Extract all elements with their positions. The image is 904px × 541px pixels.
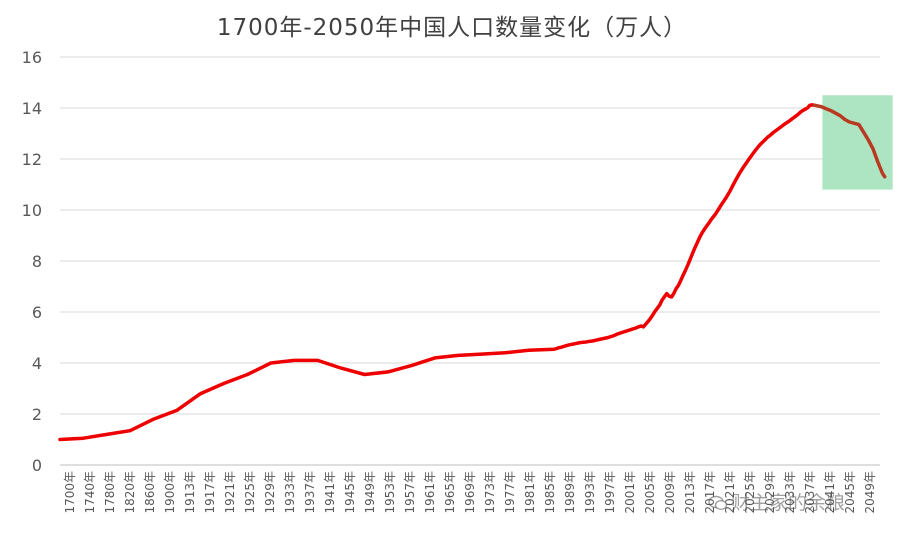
- y-tick-label: 2: [32, 405, 42, 424]
- x-tick-label: 1981年: [523, 471, 537, 514]
- x-tick-label: 1860年: [143, 471, 157, 514]
- x-tick-label: 1941年: [323, 471, 337, 514]
- x-tick-label: 1937年: [303, 471, 317, 514]
- x-tick-label: 1993年: [583, 471, 597, 514]
- x-axis: 1700年 1740年 1780年 1820年 1860年 1900年 1913年 1917年…: [60, 464, 880, 514]
- y-tick-label: 6: [32, 303, 42, 322]
- x-tick-label: 2045年: [843, 471, 857, 514]
- y-tick-label: 0: [32, 456, 42, 475]
- y-tick-label: 8: [32, 252, 42, 271]
- series-lines: [58, 103, 887, 442]
- x-tick-label: 1965年: [443, 471, 457, 514]
- x-tick-label: 1925年: [243, 471, 257, 514]
- x-tick-label: 1933年: [283, 471, 297, 514]
- y-tick-label: 10: [22, 201, 42, 220]
- x-tick-label: 1929年: [263, 471, 277, 514]
- x-tick-label: 2005年: [643, 471, 657, 514]
- y-axis: 0 2 4 6 8 10 12 14 16: [22, 48, 42, 475]
- x-tick-label: 1900年: [163, 471, 177, 514]
- x-tick-label: 1917年: [203, 471, 217, 514]
- x-tick-label: 1989年: [563, 471, 577, 514]
- x-tick-label: 1700年: [63, 471, 77, 514]
- x-tick-label: 1921年: [223, 471, 237, 514]
- x-tick-label: 1997年: [603, 471, 617, 514]
- x-tick-label: 2017年: [703, 471, 717, 514]
- wechat-icon: [708, 495, 728, 511]
- gridlines: [60, 56, 880, 466]
- x-tick-label: 1957年: [403, 471, 417, 514]
- x-tick-label: 1969年: [463, 471, 477, 514]
- watermark-text: 财主家的余粮: [731, 492, 846, 514]
- x-tick-label: 1953年: [383, 471, 397, 514]
- series-line-2: [812, 103, 887, 179]
- x-tick-label: 1820年: [123, 471, 137, 514]
- y-tick-label: 14: [22, 99, 42, 118]
- x-tick-label: 1913年: [183, 471, 197, 514]
- y-tick-label: 16: [22, 48, 42, 67]
- x-tick-label: 1740年: [83, 471, 97, 514]
- x-tick-label: 2013年: [683, 471, 697, 514]
- series-line-1: [58, 103, 817, 442]
- x-tick-label: 1949年: [363, 471, 377, 514]
- x-tick-label: 2033年: [783, 471, 797, 514]
- y-tick-label: 4: [32, 354, 42, 373]
- x-tick-label: 2041年: [823, 471, 837, 514]
- x-tick-label: 2049年: [863, 471, 877, 514]
- x-tick-label: 1977年: [503, 471, 517, 514]
- x-tick-label: 2009年: [663, 471, 677, 514]
- x-tick-label: 1961年: [423, 471, 437, 514]
- x-tick-label: 1985年: [543, 471, 557, 514]
- chart-title: 1700年-2050年中国人口数量变化（万人）: [216, 15, 688, 41]
- x-tick-label: 1780年: [103, 471, 117, 514]
- watermark: 财主家的余粮: [708, 488, 845, 515]
- x-tick-label: 1945年: [343, 471, 357, 514]
- x-tick-label: 1973年: [483, 471, 497, 514]
- x-tick-label: 2037年: [803, 471, 817, 514]
- x-tick-label: 2029年: [763, 471, 777, 514]
- y-tick-label: 12: [22, 150, 42, 169]
- x-tick-label: 2025年: [743, 471, 757, 514]
- x-tick-label: 2001年: [623, 471, 637, 514]
